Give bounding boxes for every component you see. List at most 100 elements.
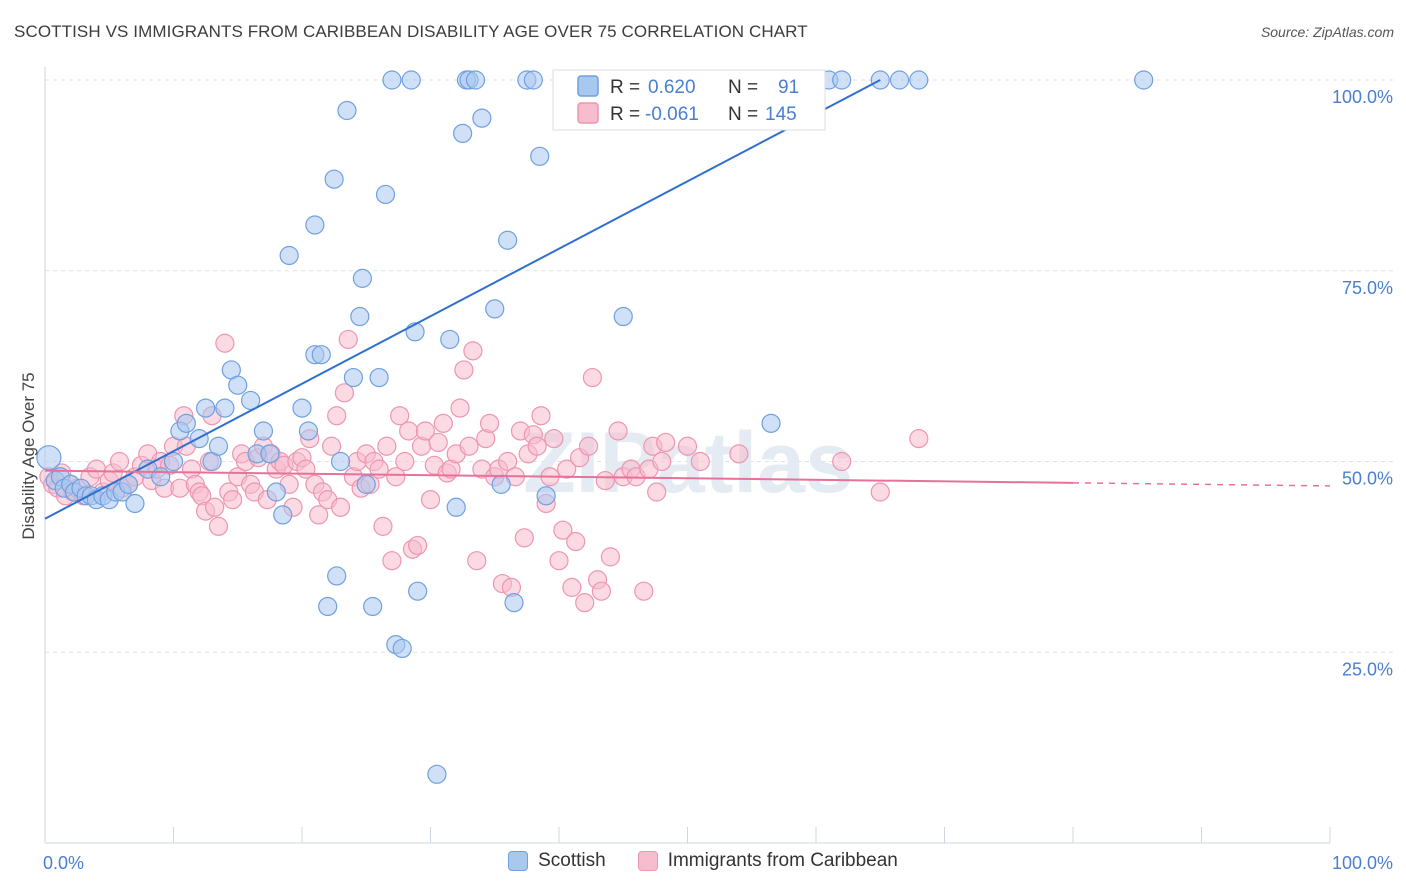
caribbean-point <box>395 451 415 472</box>
scottish-point <box>125 493 145 514</box>
scottish-point <box>1134 70 1154 90</box>
scottish-point <box>498 230 518 250</box>
scottish-point <box>382 70 402 90</box>
scottish-point <box>337 100 357 121</box>
caribbean-point <box>557 459 577 479</box>
caribbean-point <box>223 490 243 510</box>
x-tick-label: 0.0% <box>43 853 84 873</box>
caribbean-point <box>330 497 351 517</box>
scottish-point <box>491 474 511 494</box>
caribbean-point <box>591 581 612 601</box>
tick-labels: 100.0% 75.0% 50.0% 25.0% 0.0% 100.0% <box>43 87 1393 873</box>
caribbean-point <box>428 432 448 453</box>
scottish-point <box>523 70 543 90</box>
caribbean-point <box>386 467 406 487</box>
y-tick-label: 100.0% <box>1332 87 1393 107</box>
caribbean-point <box>338 329 358 350</box>
scottish-point <box>536 486 556 506</box>
scottish-point <box>215 398 235 418</box>
caribbean-point <box>321 436 342 456</box>
caribbean-trend-extension <box>1072 482 1331 487</box>
scottish-point <box>613 306 633 327</box>
scottish-point <box>401 70 421 90</box>
scottish-point <box>392 638 412 659</box>
stats-r-label-scottish: R = <box>610 77 640 98</box>
caribbean-point <box>390 406 410 426</box>
caribbean-point <box>566 532 586 552</box>
scottish-point <box>327 566 347 586</box>
caribbean-point <box>870 482 890 502</box>
caribbean-point <box>729 444 749 464</box>
stats-n-label-scottish: N = <box>728 77 758 98</box>
scottish-point <box>176 413 196 433</box>
chart-title: SCOTTISH VS IMMIGRANTS FROM CARIBBEAN DI… <box>14 22 808 41</box>
caribbean-point <box>578 436 599 456</box>
caribbean-point <box>677 436 698 456</box>
scottish-point <box>375 184 396 205</box>
scottish-point <box>440 329 460 350</box>
scottish-point <box>832 70 852 90</box>
caribbean-point <box>575 593 595 613</box>
legend-label-caribbean: Immigrants from Caribbean <box>667 850 898 871</box>
scottish-point <box>228 375 248 395</box>
scottish-point <box>163 451 184 472</box>
scottish-point <box>889 70 910 90</box>
x-tick-label: 100.0% <box>1332 853 1393 873</box>
y-tick-label: 75.0% <box>1342 278 1393 298</box>
legend-item-scottish[interactable]: Scottish <box>508 850 606 872</box>
legend-swatch-scottish <box>508 851 529 871</box>
caribbean-point <box>433 413 453 433</box>
scottish-point <box>292 398 312 418</box>
scottish-point <box>279 245 299 266</box>
legend-label-scottish: Scottish <box>538 850 606 871</box>
scottish-point <box>761 413 781 433</box>
caribbean-point <box>454 360 474 380</box>
caribbean-point <box>109 451 130 472</box>
legend-swatch-caribbean <box>637 851 658 871</box>
caribbean-point <box>608 421 628 441</box>
caribbean-point <box>399 421 419 441</box>
scottish-point <box>369 367 389 388</box>
stats-n-value-scottish: 91 <box>778 77 799 98</box>
scottish-point <box>266 482 286 502</box>
caribbean-point <box>334 383 355 403</box>
caribbean-point <box>647 482 667 502</box>
legend-item-caribbean[interactable]: Immigrants from Caribbean <box>637 850 898 872</box>
caribbean-point <box>215 333 235 353</box>
scottish-point <box>311 345 331 365</box>
scottish-point <box>330 451 351 472</box>
caribbean-point <box>467 551 487 571</box>
caribbean-point <box>531 406 551 426</box>
caribbean-point <box>582 367 603 388</box>
caribbean-point <box>382 551 402 571</box>
stats-r-label-caribbean: R = <box>610 104 640 125</box>
scottish-point <box>472 108 492 128</box>
caribbean-point <box>480 413 500 433</box>
scottish-point <box>356 474 376 494</box>
caribbean-point <box>205 497 225 517</box>
trend-lines <box>44 79 1331 520</box>
scottish-point <box>260 444 280 464</box>
scottish-point <box>909 70 929 90</box>
stats-r-value-scottish: 0.620 <box>648 77 696 98</box>
y-axis-label: Disability Age Over 75 <box>19 372 38 539</box>
scottish-point <box>350 306 370 327</box>
caribbean-point <box>527 436 547 456</box>
scottish-point <box>305 215 325 235</box>
scottish-point <box>352 268 372 288</box>
scottish-point <box>530 146 550 166</box>
y-tick-label: 50.0% <box>1342 469 1393 489</box>
caribbean-point <box>408 535 428 556</box>
caribbean-point <box>909 429 929 449</box>
scottish-point <box>241 390 261 411</box>
stats-legend: R = 0.620 N = 91 R = -0.061 N = 145 <box>552 69 826 131</box>
scottish-point <box>36 445 62 471</box>
scottish-point <box>363 596 383 617</box>
scottish-point <box>318 596 338 617</box>
caribbean-point <box>459 436 479 456</box>
scottish-point <box>504 593 524 613</box>
caribbean-point <box>514 528 534 548</box>
caribbean-point <box>415 421 435 441</box>
scottish-point <box>453 123 473 144</box>
